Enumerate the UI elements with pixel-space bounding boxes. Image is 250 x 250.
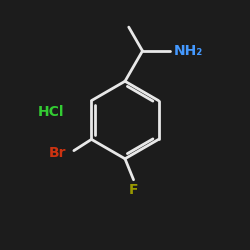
Text: NH₂: NH₂ [174,44,203,58]
Text: HCl: HCl [38,106,64,120]
Text: F: F [129,184,138,198]
Text: Br: Br [49,146,66,160]
